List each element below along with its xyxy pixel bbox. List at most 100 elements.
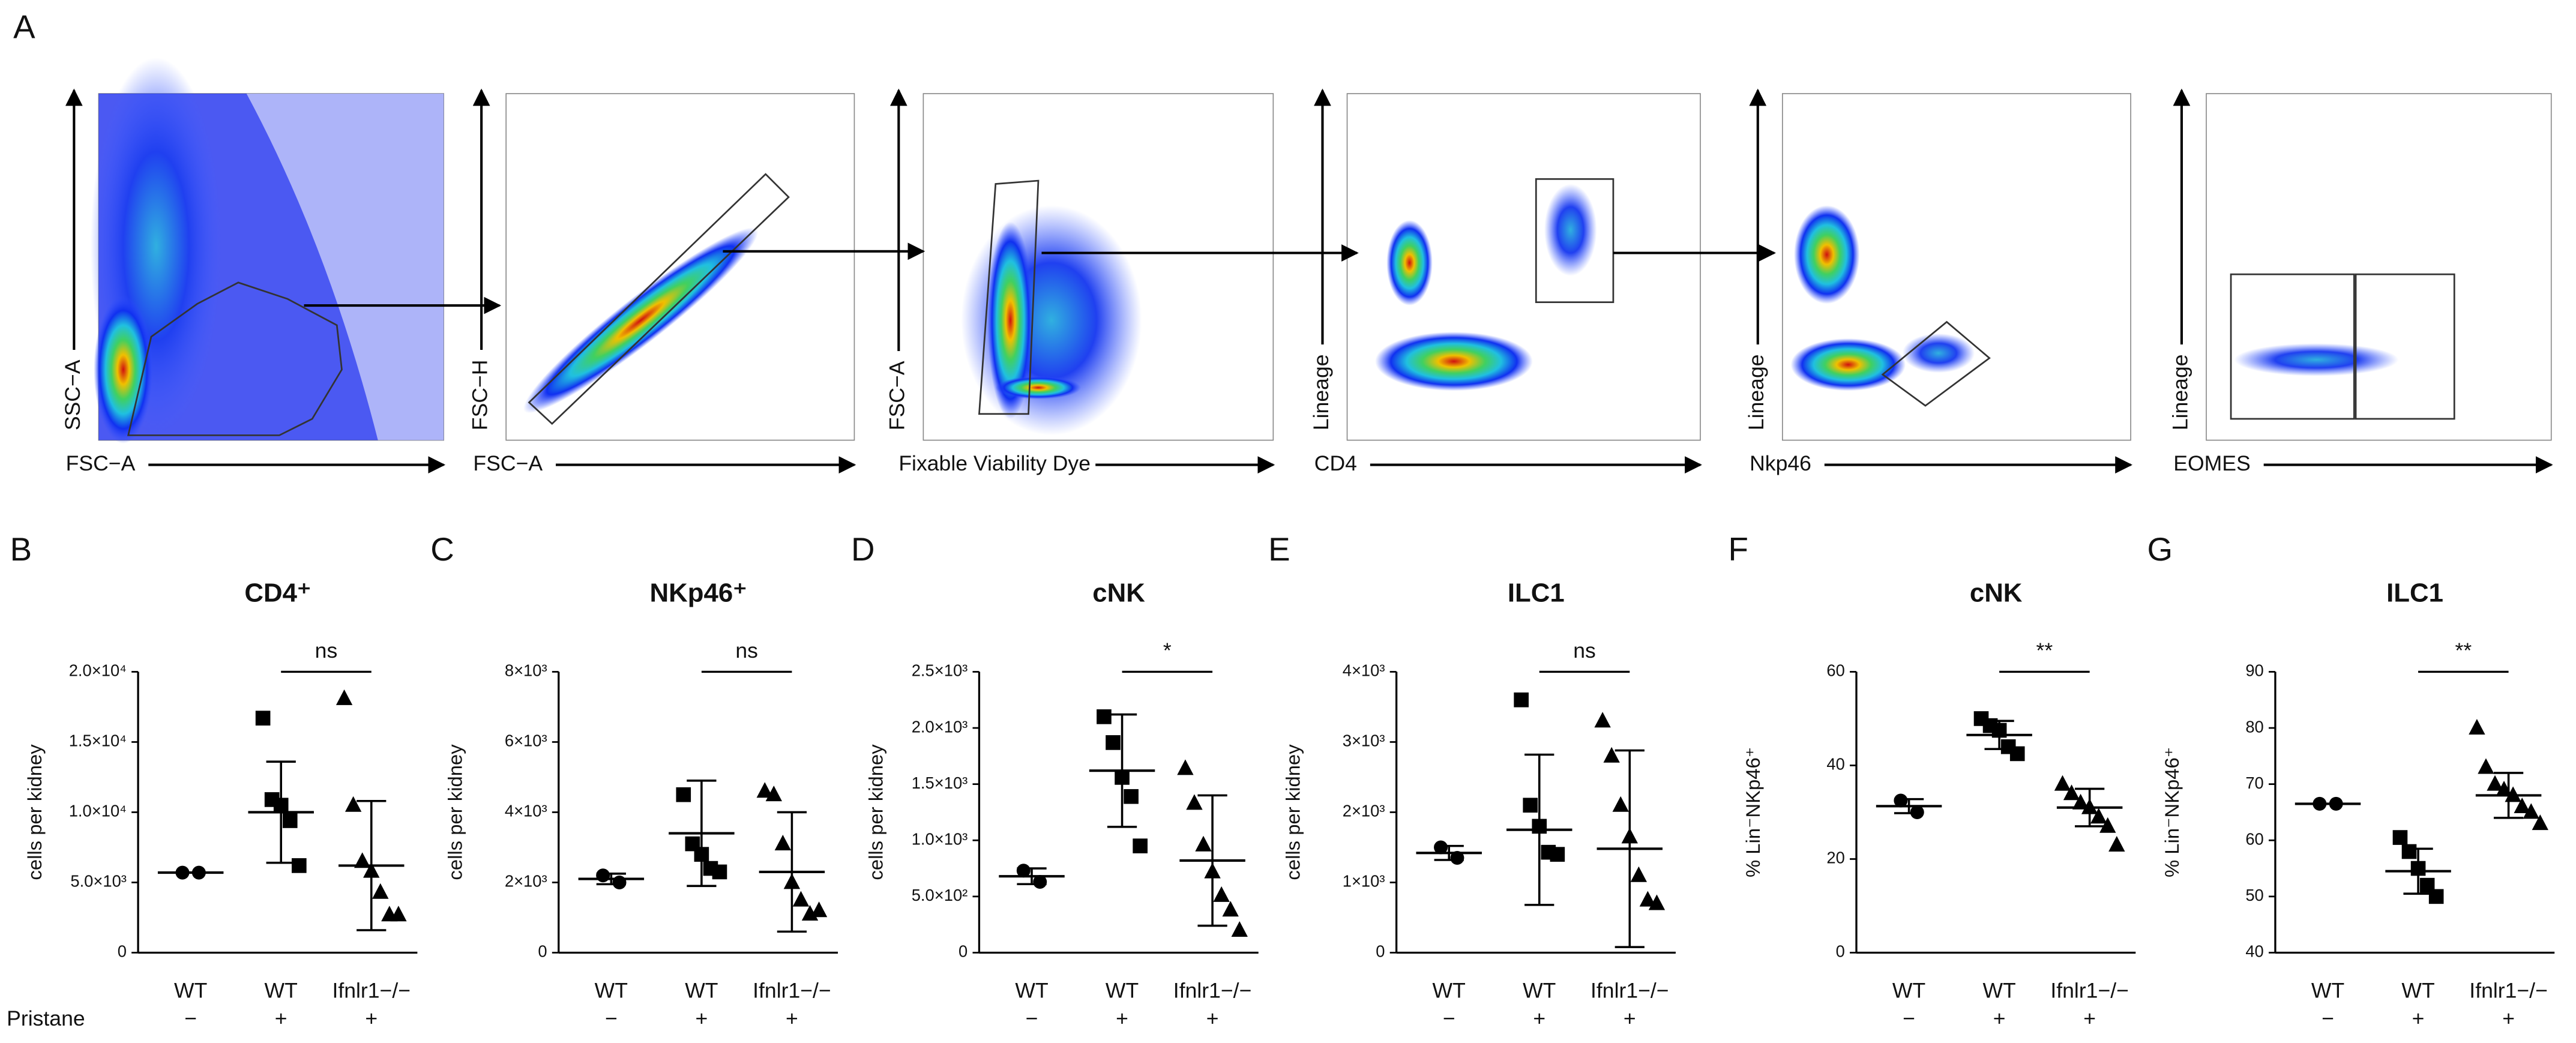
- panel-letter: E: [1268, 531, 1290, 568]
- data-point: [354, 852, 371, 868]
- treatment-label: −: [2322, 1006, 2334, 1030]
- error-bar: [357, 799, 387, 931]
- y-tick-label: 0: [1376, 942, 1385, 961]
- data-point: [1514, 692, 1529, 708]
- treatment-label: −: [184, 1006, 197, 1030]
- y-axis-label: % Lin⁻NKp46⁺: [2161, 747, 2183, 877]
- panel-letter: A: [13, 8, 35, 46]
- data-point: [774, 835, 792, 851]
- chart-title: cNK: [1092, 578, 1145, 607]
- treatment-label: +: [2502, 1006, 2515, 1030]
- y-tick-label: 60: [2245, 829, 2263, 848]
- significance-label: ns: [735, 639, 758, 663]
- y-tick-label: 5.0×10³: [70, 872, 127, 891]
- data-point: [2090, 808, 2107, 824]
- treatment-label: +: [365, 1006, 378, 1030]
- y-axis-label: cells per kidney: [864, 744, 886, 880]
- data-point: [2428, 889, 2444, 904]
- data-point: [390, 906, 407, 922]
- y-tick-label: 1.0×10³: [912, 829, 968, 848]
- y-tick-label: 2.5×10³: [912, 661, 968, 680]
- x-axis-label: CD4: [1314, 451, 1357, 475]
- x-tick-label: WT: [265, 979, 298, 1003]
- data-point: [1186, 794, 1203, 810]
- x-tick-label: WT: [1523, 979, 1556, 1003]
- error-bar: [1017, 867, 1047, 886]
- data-point: [1648, 894, 1666, 910]
- data-point: [712, 864, 727, 880]
- density: [1902, 333, 1975, 373]
- treatment-label: +: [695, 1006, 708, 1030]
- data-point: [792, 891, 810, 907]
- data-point: [1097, 709, 1112, 724]
- y-tick-label: 5.0×10²: [912, 886, 968, 904]
- data-point: [1124, 789, 1139, 804]
- error-bar: [596, 873, 626, 886]
- panel-letter: F: [1729, 531, 1748, 568]
- significance-label: ns: [1573, 639, 1596, 663]
- x-tick-label: Ifnlr1−/−: [753, 979, 831, 1003]
- x-axis-label: Nkp46: [1750, 451, 1811, 475]
- x-tick-label: Ifnlr1−/−: [1173, 979, 1252, 1003]
- x-tick-label: WT: [1433, 979, 1466, 1003]
- data-point: [1213, 886, 1230, 902]
- treatment-label: −: [605, 1006, 618, 1030]
- y-axis-label: FSC−A: [885, 361, 909, 430]
- data-point: [1639, 891, 1657, 907]
- data-point: [2392, 830, 2408, 845]
- y-tick-label: 0: [118, 942, 127, 961]
- x-tick-label: WT: [1892, 979, 1925, 1003]
- chart-title: ILC1: [2386, 578, 2443, 607]
- x-tick-label: WT: [595, 979, 628, 1003]
- density: [94, 295, 153, 443]
- y-axis-label: cells per kidney: [23, 744, 46, 880]
- data-point: [372, 883, 389, 899]
- data-point: [1523, 798, 1538, 813]
- data-point: [1603, 747, 1620, 763]
- panel-letter: G: [2147, 531, 2173, 568]
- x-axis-label: EOMES: [2173, 451, 2251, 475]
- chart-title: CD4⁺: [244, 578, 311, 607]
- y-axis-label: cells per kidney: [444, 744, 466, 880]
- error-bar: [2403, 847, 2433, 895]
- data-point: [2063, 784, 2080, 801]
- gate: [528, 173, 790, 425]
- density: [1386, 220, 1433, 306]
- data-point: [2487, 775, 2503, 791]
- y-tick-label: 6×10³: [505, 732, 547, 750]
- data-point: [255, 711, 271, 726]
- y-axis-label: cells per kidney: [1282, 744, 1304, 880]
- data-point: [1594, 712, 1611, 728]
- data-point: [2478, 758, 2494, 774]
- y-tick-label: 90: [2245, 661, 2263, 680]
- data-point: [1630, 866, 1648, 882]
- error-bar: [2075, 787, 2105, 828]
- data-point: [292, 858, 307, 873]
- x-tick-label: WT: [2401, 979, 2434, 1003]
- data-point: [1231, 921, 1248, 937]
- density: [987, 221, 1034, 419]
- error-bar: [1107, 713, 1137, 828]
- x-tick-label: Ifnlr1−/−: [332, 979, 411, 1003]
- y-tick-label: 40: [1826, 755, 1844, 774]
- y-tick-label: 40: [2245, 942, 2263, 961]
- y-tick-label: 4×10³: [505, 802, 547, 820]
- y-tick-label: 50: [2245, 886, 2263, 904]
- treatment-label: +: [2083, 1006, 2096, 1030]
- y-tick-label: 60: [1826, 661, 1844, 680]
- flow-plots: [90, 57, 2552, 443]
- y-tick-label: 4×10³: [1343, 661, 1385, 680]
- treatment-label: +: [1533, 1006, 1545, 1030]
- density: [2234, 343, 2399, 376]
- data-point: [1450, 851, 1464, 865]
- gate: [127, 281, 343, 436]
- error-bar: [1434, 844, 1464, 861]
- treatment-label: +: [1116, 1006, 1128, 1030]
- y-axis-label: SSC−A: [61, 359, 85, 430]
- y-tick-label: 80: [2245, 717, 2263, 736]
- gate: [1535, 178, 1615, 303]
- significance-label: **: [2036, 639, 2053, 663]
- x-tick-label: WT: [174, 979, 207, 1003]
- data-point: [1133, 838, 1148, 853]
